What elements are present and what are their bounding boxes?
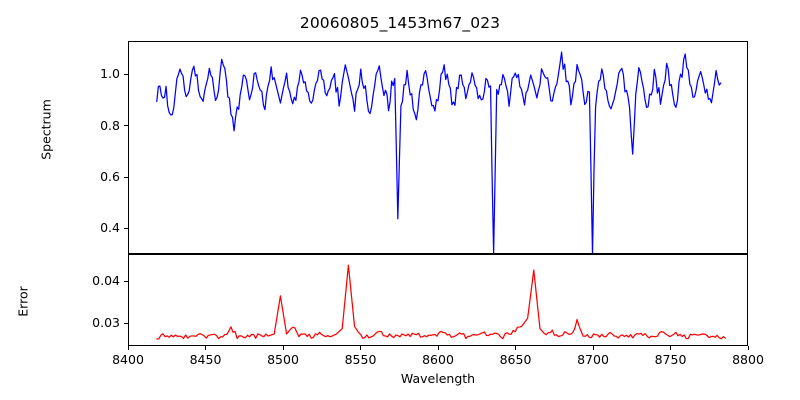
error-plot-area [128,254,748,346]
x-tick-8500 [282,346,284,350]
chart-title: 20060805_1453m67_023 [299,14,501,32]
x-ticklabel-8500: 8500 [267,352,299,367]
error-y-ticklabel-0.03: 0.03 [92,315,120,330]
x-tick-8800 [747,346,749,350]
x-ticklabel-8600: 8600 [422,352,454,367]
x-ticklabel-8700: 8700 [577,352,609,367]
x-tick-8600 [437,346,439,350]
spectrum-y-tick-0.8 [124,125,128,127]
error-line-series [156,264,726,340]
error-y-ticklabel-0.04: 0.04 [92,273,120,289]
spectrum-line-series [156,51,722,253]
x-tick-8650 [515,346,517,350]
spectrum-y-ticklabel-1.0: 1.0 [100,66,120,82]
x-tick-8550 [360,346,362,350]
x-axis-label: Wavelength [400,371,476,386]
x-ticklabel-8650: 8650 [499,352,532,367]
x-tick-8400 [127,346,129,350]
x-ticklabel-8450: 8450 [189,352,222,367]
error-y-tick-0.03 [124,322,128,324]
x-ticklabel-8750: 8750 [654,352,687,367]
spectrum-y-ticklabel-0.4: 0.4 [100,220,120,236]
spectrum-y-tick-0.4 [124,227,128,229]
x-ticklabel-8800: 8800 [732,352,764,367]
spectrum-plot-area [128,41,748,254]
x-tick-8700 [592,346,594,350]
x-tick-8450 [205,346,207,350]
x-tick-8750 [670,346,672,350]
spectrum-y-ticklabel-0.8: 0.8 [100,117,120,133]
spectrum-y-ticklabel-0.6: 0.6 [100,169,120,184]
error-y-axis-label: Error [15,286,31,317]
x-ticklabel-8550: 8550 [344,352,377,367]
spectrum-y-axis-label: Spectrum [38,99,54,160]
error-y-tick-0.04 [124,280,128,282]
spectrum-y-tick-1.0 [124,73,128,75]
x-ticklabel-8400: 8400 [112,352,144,367]
spectrum-y-tick-0.6 [124,176,128,178]
